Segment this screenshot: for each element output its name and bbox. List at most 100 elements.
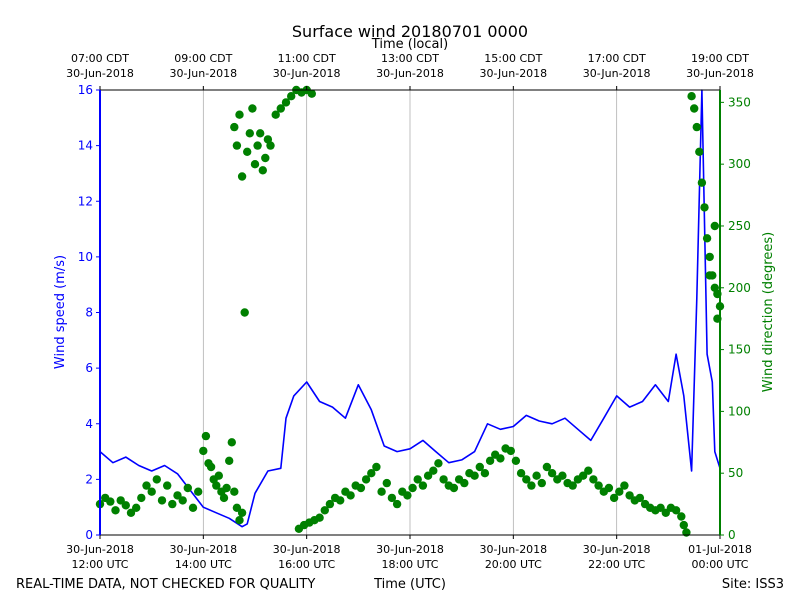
axes: 30-Jun-2018 12:00 UTC 30-Jun-2018 14:00 UTC… <box>66 52 754 571</box>
x-tick-date: 30-Jun-2018 <box>273 543 341 556</box>
wind-direction-point <box>219 493 229 503</box>
wind-direction-point <box>522 475 531 484</box>
wind-direction-point <box>235 516 244 525</box>
x-tick-time: 00:00 UTC <box>691 558 748 571</box>
wind-direction-point <box>710 221 719 231</box>
wind-direction-point <box>173 491 182 500</box>
wind-direction-point <box>418 481 428 490</box>
wind-direction-point <box>336 496 345 505</box>
top-tick-time: 07:00 CDT <box>71 52 129 65</box>
wind-direction-point <box>346 491 355 500</box>
wind-direction-point <box>511 456 521 465</box>
top-tick-date: 30-Jun-2018 <box>66 67 134 80</box>
wind-direction-point <box>692 122 701 132</box>
wind-direction-point <box>679 520 688 530</box>
wind-direction-point <box>232 503 242 512</box>
wind-direction-point <box>635 493 645 503</box>
wind-direction-point <box>615 487 624 496</box>
wind-direction-point <box>199 446 208 456</box>
wind-direction-point <box>392 499 402 509</box>
wind-direction-point <box>248 104 257 113</box>
top-tick-time: 19:00 CDT <box>691 52 749 65</box>
top-axis-label: Time (local) <box>371 37 448 52</box>
x-tick-date: 30-Jun-2018 <box>583 543 651 556</box>
wind-direction-point <box>183 483 192 493</box>
wind-direction-point <box>408 483 417 493</box>
wind-direction-point <box>485 456 495 465</box>
left-tick-label: 0 <box>85 528 93 542</box>
wind-direction-point <box>403 491 412 500</box>
right-tick-label: 350 <box>728 95 751 109</box>
left-tick-label: 4 <box>85 417 93 431</box>
wind-direction-point <box>240 308 249 317</box>
wind-direction-point <box>620 481 629 490</box>
wind-direction-point <box>178 496 187 505</box>
right-tick-label: 150 <box>728 343 751 357</box>
wind-direction-point <box>372 462 381 472</box>
wind-direction-point <box>168 499 177 509</box>
top-tick-time: 15:00 CDT <box>484 52 542 65</box>
top-tick-date: 30-Jun-2018 <box>479 67 547 80</box>
right-tick-label: 200 <box>728 281 751 295</box>
wind-direction-point <box>604 483 614 493</box>
x-tick-time: 12:00 UTC <box>71 558 128 571</box>
wind-direction-point <box>356 483 366 493</box>
wind-direction-point <box>677 512 686 521</box>
wind-direction-point <box>243 147 252 156</box>
wind-direction-point <box>697 178 707 187</box>
wind-direction-point <box>589 475 598 484</box>
wind-direction-point <box>578 471 588 480</box>
wind-direction-point <box>516 469 526 478</box>
wind-direction-point <box>281 98 291 107</box>
wind-direction-point <box>152 475 161 484</box>
wind-direction-point <box>266 141 275 150</box>
left-tick-label: 10 <box>78 250 93 264</box>
wind-direction-point <box>227 438 236 447</box>
wind-direction-point <box>367 469 376 478</box>
wind-direction-point <box>111 506 120 515</box>
wind-direction-point <box>695 147 704 156</box>
wind-direction-point <box>671 506 681 515</box>
wind-direction-point <box>705 252 714 262</box>
wind-direction-point <box>387 493 397 503</box>
wind-direction-point <box>702 234 712 243</box>
wind-direction-point <box>137 493 146 503</box>
wind-direction-point <box>320 506 329 515</box>
x-tick-time: 14:00 UTC <box>175 558 232 571</box>
wind-direction-point <box>527 481 536 490</box>
wind-direction-point <box>460 478 469 488</box>
x-tick-date: 30-Jun-2018 <box>479 543 547 556</box>
left-tick-label: 6 <box>85 361 93 375</box>
wind-direction-point <box>361 475 371 484</box>
x-tick-date: 01-Jul-2018 <box>688 543 752 556</box>
wind-direction-point <box>235 110 244 119</box>
wind-direction-point <box>325 499 335 509</box>
wind-direction-point <box>423 471 433 480</box>
wind-direction-point <box>449 483 459 493</box>
wind-direction-point <box>547 469 557 478</box>
right-tick-label: 300 <box>728 157 751 171</box>
x-tick-time: 16:00 UTC <box>278 558 335 571</box>
wind-direction-point <box>625 491 634 500</box>
wind-direction-point <box>237 172 247 181</box>
plot-data <box>95 85 725 537</box>
wind-direction-point <box>214 471 223 480</box>
wind-direction-point <box>594 481 603 490</box>
wind-direction-point <box>271 110 280 119</box>
left-axis-label: Wind speed (m/s) <box>53 255 68 369</box>
top-tick-time: 11:00 CDT <box>278 52 336 65</box>
wind-direction-point <box>142 481 151 490</box>
right-tick-label: 0 <box>728 528 736 542</box>
wind-direction-point <box>147 487 156 496</box>
wind-direction-point <box>188 503 198 512</box>
left-tick-label: 12 <box>78 194 93 208</box>
right-axis-label: Wind direction (degrees) <box>761 232 776 392</box>
wind-direction-point <box>439 475 448 484</box>
right-tick-label: 50 <box>728 466 743 480</box>
top-tick-time: 13:00 CDT <box>381 52 439 65</box>
wind-direction-point <box>132 503 141 512</box>
left-tick-label: 2 <box>85 472 93 486</box>
wind-direction-point <box>206 462 216 472</box>
wind-direction-point <box>690 104 699 113</box>
x-axis-label: Time (UTC) <box>373 577 446 592</box>
